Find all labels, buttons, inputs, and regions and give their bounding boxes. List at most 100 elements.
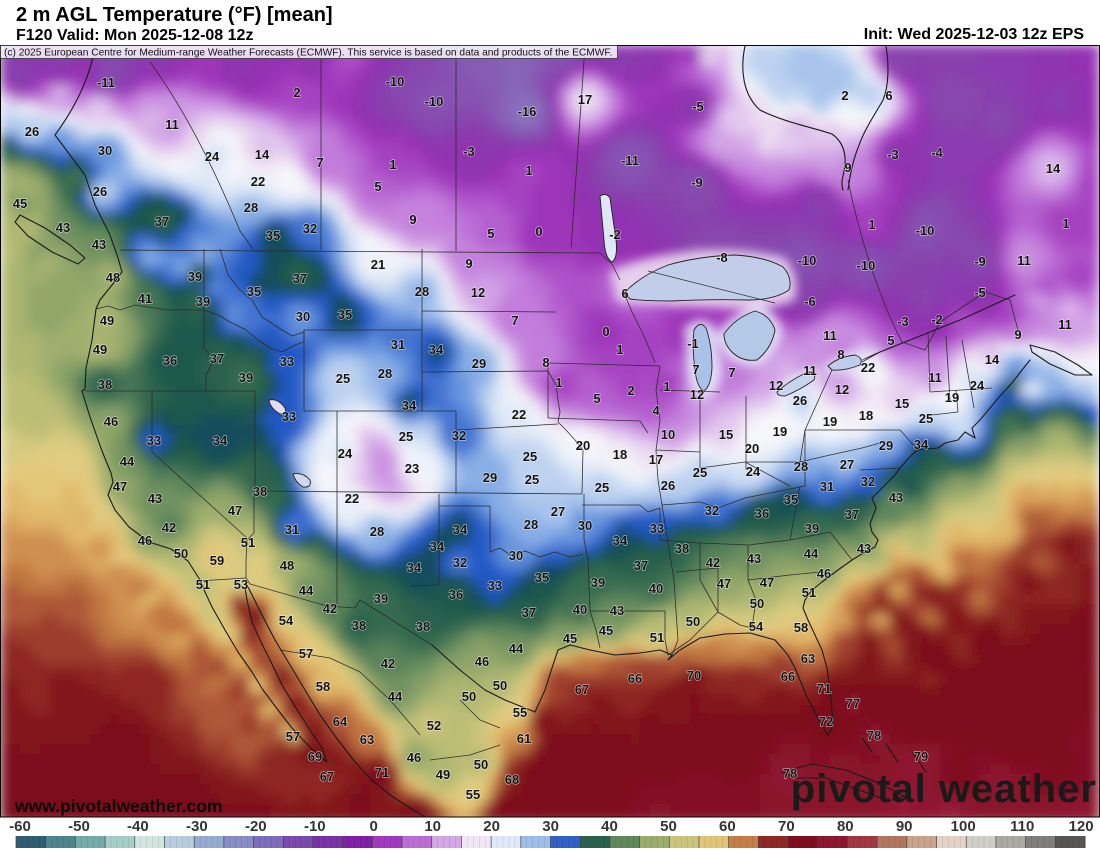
svg-text:39: 39 — [805, 521, 819, 536]
svg-text:32: 32 — [303, 221, 317, 236]
svg-text:25: 25 — [399, 429, 413, 444]
svg-text:64: 64 — [333, 714, 348, 729]
svg-text:0: 0 — [602, 324, 609, 339]
svg-text:4: 4 — [652, 403, 660, 418]
svg-text:-6: -6 — [804, 294, 816, 309]
svg-text:31: 31 — [285, 522, 299, 537]
svg-text:20: 20 — [483, 818, 500, 835]
svg-text:29: 29 — [483, 470, 497, 485]
svg-text:32: 32 — [861, 474, 875, 489]
svg-text:-8: -8 — [716, 250, 728, 265]
svg-text:-9: -9 — [974, 254, 986, 269]
svg-text:33: 33 — [488, 578, 502, 593]
svg-text:39: 39 — [196, 294, 210, 309]
svg-text:6: 6 — [621, 286, 628, 301]
svg-text:70: 70 — [687, 668, 701, 683]
svg-text:-30: -30 — [186, 818, 208, 835]
svg-text:-11: -11 — [97, 75, 115, 90]
svg-text:45: 45 — [13, 196, 27, 211]
svg-text:1: 1 — [1062, 216, 1069, 231]
svg-text:1: 1 — [868, 217, 875, 232]
svg-text:48: 48 — [106, 270, 120, 285]
svg-text:50: 50 — [750, 596, 764, 611]
svg-text:45: 45 — [563, 631, 577, 646]
svg-text:44: 44 — [120, 454, 135, 469]
svg-text:30: 30 — [296, 309, 310, 324]
svg-text:30: 30 — [578, 518, 592, 533]
svg-text:69: 69 — [308, 749, 322, 764]
svg-text:34: 34 — [613, 533, 628, 548]
svg-text:25: 25 — [595, 480, 609, 495]
svg-text:35: 35 — [247, 284, 261, 299]
svg-text:50: 50 — [493, 678, 507, 693]
svg-text:100: 100 — [951, 818, 976, 835]
svg-text:22: 22 — [345, 491, 359, 506]
svg-text:14: 14 — [1046, 161, 1061, 176]
svg-text:55: 55 — [466, 787, 480, 802]
svg-text:43: 43 — [889, 490, 903, 505]
svg-text:39: 39 — [239, 370, 253, 385]
svg-text:27: 27 — [840, 457, 854, 472]
svg-text:37: 37 — [522, 605, 536, 620]
svg-text:71: 71 — [375, 765, 389, 780]
svg-text:59: 59 — [210, 553, 224, 568]
svg-text:90: 90 — [896, 818, 913, 835]
svg-text:8: 8 — [542, 355, 549, 370]
svg-text:37: 37 — [293, 271, 307, 286]
svg-text:-11: -11 — [621, 153, 639, 168]
svg-text:30: 30 — [542, 818, 559, 835]
svg-text:40: 40 — [573, 602, 587, 617]
svg-text:www.pivotalweather.com: www.pivotalweather.com — [14, 796, 222, 816]
svg-text:2: 2 — [841, 88, 848, 103]
svg-text:-2: -2 — [931, 312, 943, 327]
svg-text:34: 34 — [402, 398, 417, 413]
svg-text:79: 79 — [914, 749, 928, 764]
svg-text:34: 34 — [213, 433, 228, 448]
svg-text:20: 20 — [745, 441, 759, 456]
svg-text:34: 34 — [453, 522, 468, 537]
svg-text:33: 33 — [282, 409, 296, 424]
svg-text:-16: -16 — [518, 104, 537, 119]
svg-text:29: 29 — [472, 356, 486, 371]
svg-text:71: 71 — [817, 681, 831, 696]
svg-text:29: 29 — [879, 438, 893, 453]
svg-text:26: 26 — [93, 184, 107, 199]
svg-text:-3: -3 — [887, 147, 899, 162]
svg-text:78: 78 — [783, 766, 797, 781]
svg-text:32: 32 — [453, 555, 467, 570]
svg-text:11: 11 — [1017, 253, 1031, 268]
svg-text:1: 1 — [555, 375, 562, 390]
svg-text:57: 57 — [286, 729, 300, 744]
svg-text:-10: -10 — [857, 258, 876, 273]
svg-text:18: 18 — [859, 408, 873, 423]
svg-text:49: 49 — [436, 767, 450, 782]
svg-text:-3: -3 — [463, 144, 475, 159]
svg-text:15: 15 — [895, 396, 909, 411]
svg-text:7: 7 — [692, 362, 699, 377]
svg-text:46: 46 — [138, 533, 152, 548]
svg-text:31: 31 — [820, 479, 834, 494]
svg-text:22: 22 — [861, 360, 875, 375]
svg-text:-10: -10 — [916, 223, 935, 238]
svg-text:38: 38 — [675, 541, 689, 556]
svg-text:46: 46 — [817, 566, 831, 581]
svg-text:19: 19 — [773, 424, 787, 439]
svg-text:32: 32 — [452, 428, 466, 443]
svg-text:50: 50 — [686, 614, 700, 629]
svg-text:10: 10 — [424, 818, 441, 835]
svg-text:49: 49 — [93, 342, 107, 357]
svg-text:-9: -9 — [691, 175, 703, 190]
svg-text:50: 50 — [660, 818, 677, 835]
svg-text:35: 35 — [784, 492, 798, 507]
svg-text:1: 1 — [389, 157, 396, 172]
svg-text:0: 0 — [535, 224, 542, 239]
svg-text:24: 24 — [970, 378, 985, 393]
svg-text:33: 33 — [147, 433, 161, 448]
svg-text:14: 14 — [985, 352, 1000, 367]
svg-text:47: 47 — [113, 479, 127, 494]
svg-text:51: 51 — [196, 577, 210, 592]
svg-text:27: 27 — [551, 504, 565, 519]
svg-text:-4: -4 — [931, 145, 943, 160]
svg-text:36: 36 — [755, 506, 769, 521]
svg-text:68: 68 — [505, 772, 519, 787]
